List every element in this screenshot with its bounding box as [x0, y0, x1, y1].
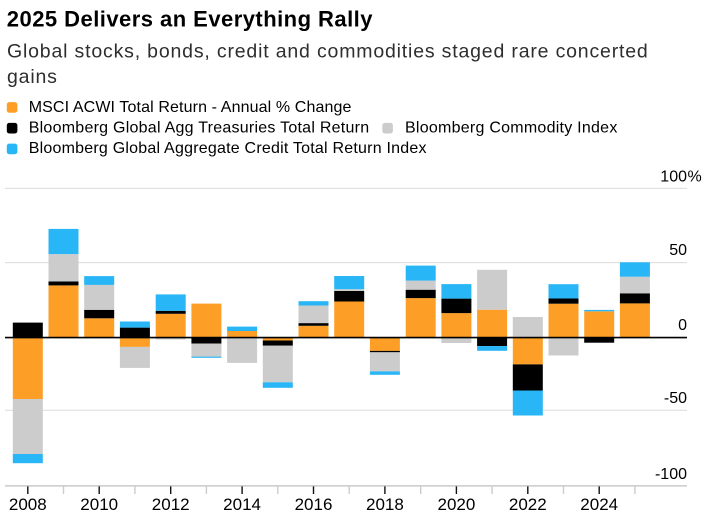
- svg-text:2020: 2020: [437, 495, 475, 514]
- svg-text:gains: gains: [7, 66, 58, 88]
- svg-text:Bloomberg Global Aggregate Cre: Bloomberg Global Aggregate Credit Total …: [29, 140, 427, 157]
- svg-text:2008: 2008: [9, 495, 47, 514]
- svg-text:2012: 2012: [152, 495, 190, 514]
- svg-text:2016: 2016: [295, 495, 333, 514]
- svg-text:100: 100: [660, 168, 687, 185]
- svg-text:2010: 2010: [80, 495, 118, 514]
- svg-text:2022: 2022: [509, 495, 547, 514]
- svg-text:MSCI ACWI Total Return - Annua: MSCI ACWI Total Return - Annual % Change: [29, 99, 352, 116]
- svg-text:2014: 2014: [223, 495, 261, 514]
- svg-text:2025 Delivers an Everything Ra: 2025 Delivers an Everything Rally: [7, 6, 373, 31]
- svg-text:-50: -50: [664, 390, 687, 407]
- svg-text:Global stocks, bonds, credit a: Global stocks, bonds, credit and commodi…: [7, 40, 649, 62]
- svg-text:50: 50: [669, 242, 687, 259]
- svg-text:2018: 2018: [366, 495, 404, 514]
- svg-text:Bloomberg Global Agg Treasurie: Bloomberg Global Agg Treasuries Total Re…: [29, 120, 370, 137]
- svg-text:%: %: [688, 168, 702, 185]
- svg-text:Bloomberg Commodity Index: Bloomberg Commodity Index: [405, 120, 618, 137]
- svg-text:2024: 2024: [580, 495, 618, 514]
- svg-text:-100: -100: [655, 466, 687, 483]
- svg-text:0: 0: [678, 317, 687, 334]
